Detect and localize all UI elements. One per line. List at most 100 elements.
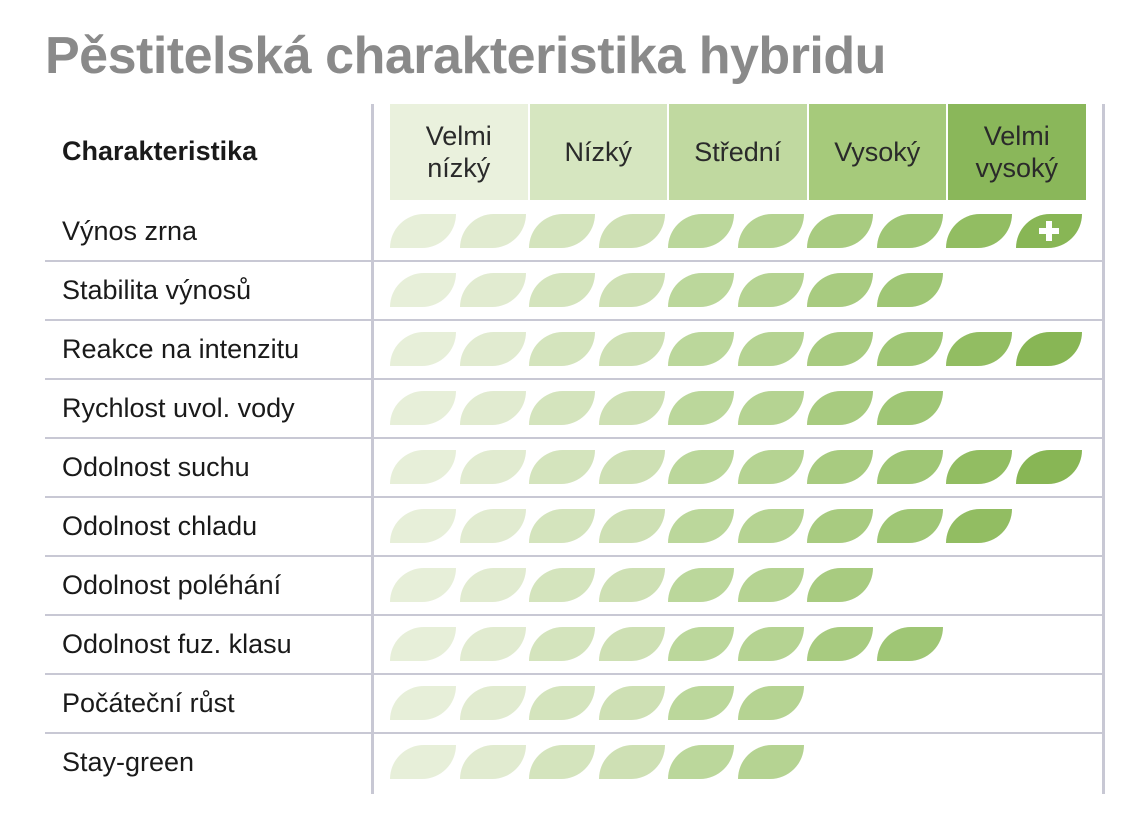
rating-leaf bbox=[390, 745, 456, 779]
row-divider bbox=[45, 260, 1102, 262]
table-right-divider bbox=[1102, 104, 1105, 794]
rating-leaf bbox=[390, 391, 456, 425]
table-left-divider bbox=[371, 104, 374, 794]
rating-leaf bbox=[737, 745, 804, 779]
rating-leaf bbox=[598, 450, 665, 484]
row-divider bbox=[45, 496, 1102, 498]
rating-leaf bbox=[529, 391, 595, 425]
level-header-2: Nízký bbox=[529, 104, 667, 200]
rating-leaf bbox=[598, 686, 665, 720]
row-label: Odolnost poléhání bbox=[62, 570, 282, 600]
rating-leaf bbox=[598, 391, 665, 425]
rating-leaf bbox=[390, 627, 456, 661]
rating-leaf bbox=[946, 332, 1012, 366]
rating-leaf bbox=[737, 273, 804, 307]
row-divider bbox=[45, 437, 1102, 439]
rating-leaf bbox=[529, 745, 595, 779]
rating-leaf bbox=[876, 273, 943, 307]
rating-leaf bbox=[876, 450, 943, 484]
rating-leaf bbox=[668, 273, 734, 307]
rating-leaf bbox=[668, 214, 734, 248]
rating-leaf bbox=[876, 391, 943, 425]
rating-leaf bbox=[598, 332, 665, 366]
rating-leaf bbox=[529, 686, 595, 720]
rating-leaf bbox=[459, 686, 526, 720]
rating-leaf bbox=[946, 450, 1012, 484]
rating-leaf bbox=[459, 391, 526, 425]
rating-leaf bbox=[807, 450, 873, 484]
row-label: Odolnost chladu bbox=[62, 511, 258, 541]
row-divider bbox=[45, 378, 1102, 380]
rating-leaf bbox=[598, 509, 665, 543]
row-label: Odolnost fuz. klasu bbox=[62, 629, 292, 659]
rating-leaf bbox=[529, 214, 595, 248]
rating-leaf bbox=[876, 214, 943, 248]
row-label: Počáteční růst bbox=[62, 688, 235, 718]
rating-leaf bbox=[807, 627, 873, 661]
level-header-3: Střední bbox=[669, 104, 807, 200]
level-header-4: Vysoký bbox=[808, 104, 946, 200]
rating-leaf bbox=[876, 332, 943, 366]
rating-leaf bbox=[668, 627, 734, 661]
rating-leaf bbox=[668, 686, 734, 720]
rating-leaf bbox=[807, 214, 873, 248]
rating-leaf bbox=[390, 450, 456, 484]
rating-leaf bbox=[529, 627, 595, 661]
rating-leaf bbox=[459, 332, 526, 366]
rating-leaf bbox=[390, 273, 456, 307]
row-label: Stay-green bbox=[62, 747, 195, 777]
rating-leaf bbox=[390, 332, 456, 366]
rating-leaf bbox=[459, 214, 526, 248]
rating-leaf bbox=[737, 509, 804, 543]
rating-leaf bbox=[529, 450, 595, 484]
row-label: Výnos zrna bbox=[62, 216, 198, 246]
rating-leaf bbox=[598, 273, 665, 307]
rating-leaf bbox=[668, 450, 734, 484]
rating-leaf bbox=[737, 391, 804, 425]
level-header-1: Velmi nízký bbox=[390, 104, 528, 200]
row-label: Odolnost suchu bbox=[62, 452, 250, 482]
rating-leaf bbox=[529, 509, 595, 543]
row-divider bbox=[45, 673, 1102, 675]
rating-leaf bbox=[598, 214, 665, 248]
rating-leaf bbox=[598, 568, 665, 602]
plus-icon bbox=[1038, 221, 1059, 241]
row-label: Rychlost uvol. vody bbox=[62, 393, 295, 423]
rating-leaf bbox=[529, 332, 595, 366]
rating-leaf bbox=[459, 509, 526, 543]
rating-leaf bbox=[668, 509, 734, 543]
rating-leaf bbox=[807, 273, 873, 307]
rating-leaf bbox=[1015, 332, 1082, 366]
level-header-5: Velmi vysoký bbox=[948, 104, 1086, 200]
rating-leaf bbox=[390, 568, 456, 602]
rating-leaf bbox=[737, 214, 804, 248]
row-divider bbox=[45, 555, 1102, 557]
row-divider bbox=[45, 319, 1102, 321]
rating-leaf bbox=[390, 686, 456, 720]
rating-leaf bbox=[459, 568, 526, 602]
rating-leaf bbox=[390, 509, 456, 543]
rating-leaf bbox=[807, 391, 873, 425]
rating-leaf bbox=[459, 273, 526, 307]
rating-leaf bbox=[737, 627, 804, 661]
rating-leaf bbox=[876, 509, 943, 543]
rating-leaf bbox=[737, 332, 804, 366]
rating-leaf bbox=[876, 627, 943, 661]
rating-leaf bbox=[946, 214, 1012, 248]
rating-leaf bbox=[807, 568, 873, 602]
header-label: Charakteristika bbox=[62, 136, 258, 166]
rating-leaf bbox=[668, 568, 734, 602]
rating-leaf bbox=[598, 745, 665, 779]
rating-leaf bbox=[1015, 450, 1082, 484]
rating-leaf bbox=[459, 627, 526, 661]
rating-leaf bbox=[529, 273, 595, 307]
row-label: Reakce na intenzitu bbox=[62, 334, 300, 364]
rating-leaf bbox=[598, 627, 665, 661]
rating-leaf bbox=[459, 745, 526, 779]
rating-leaf bbox=[459, 450, 526, 484]
row-label: Stabilita výnosů bbox=[62, 275, 252, 305]
rating-leaf bbox=[668, 391, 734, 425]
rating-leaf bbox=[668, 745, 734, 779]
row-divider bbox=[45, 614, 1102, 616]
rating-leaf bbox=[946, 509, 1012, 543]
